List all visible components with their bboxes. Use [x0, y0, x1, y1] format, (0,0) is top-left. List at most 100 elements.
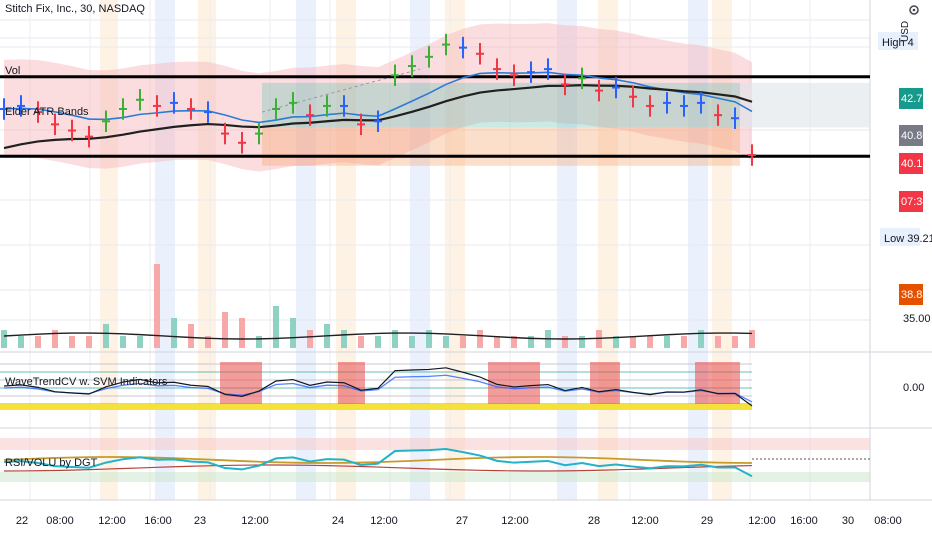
rsi-line	[3, 448, 753, 478]
volume-bar[interactable]	[1, 330, 7, 348]
price-badge-text: 40.80	[901, 130, 929, 142]
volume-bar[interactable]	[715, 336, 721, 348]
volume-bar[interactable]	[307, 330, 313, 348]
volume-bar[interactable]	[256, 336, 262, 348]
volume-bar[interactable]	[664, 336, 670, 348]
time-axis-label: 12:00	[241, 515, 269, 527]
rsi-oversold-zone	[0, 472, 870, 482]
price-axis-tick: 35.00	[903, 313, 931, 325]
gear-icon-hub	[912, 8, 916, 12]
volume-bar[interactable]	[528, 336, 534, 348]
currency-label[interactable]: USD	[900, 21, 911, 42]
price-badge[interactable]: 40.16	[899, 153, 929, 174]
time-axis-label: 12:00	[631, 515, 659, 527]
volume-bar[interactable]	[239, 318, 245, 348]
volume-bar[interactable]	[358, 336, 364, 348]
symbol-title[interactable]: Stitch Fix, Inc., 30, NASDAQ	[5, 3, 145, 15]
price-badge[interactable]: 40.80	[899, 125, 929, 146]
volume-bar[interactable]	[120, 336, 126, 348]
volume-bar[interactable]	[494, 336, 500, 348]
volume-bar[interactable]	[290, 318, 296, 348]
wavetrend-line	[3, 367, 753, 407]
time-axis-label: 12:00	[501, 515, 529, 527]
volume-bar[interactable]	[86, 336, 92, 348]
session-shade	[557, 0, 577, 500]
indicator-rsi-label[interactable]: RSI/VOLU by DGT	[5, 457, 98, 469]
volume-ma-line	[3, 332, 753, 340]
gear-icon-ring	[909, 5, 919, 15]
gear-icon[interactable]	[909, 5, 919, 15]
demand-zone	[262, 127, 740, 166]
time-axis-label: 23	[194, 515, 206, 527]
wavetrend-highlight	[220, 362, 262, 404]
volume-bar[interactable]	[188, 324, 194, 348]
time-axis-label: 16:00	[144, 515, 172, 527]
zone-extension	[740, 82, 870, 128]
wavetrend-highlight	[590, 362, 620, 404]
price-badge-bg	[899, 284, 923, 305]
wavetrend-axis-tick: 0.00	[903, 382, 924, 394]
volume-bar[interactable]	[613, 336, 619, 348]
time-axis-label: 08:00	[46, 515, 74, 527]
volume-bar[interactable]	[749, 330, 755, 348]
volume-bar[interactable]	[511, 336, 517, 348]
volume-bar[interactable]	[341, 330, 347, 348]
volume-bar[interactable]	[154, 264, 160, 348]
price-badge[interactable]: 07:34	[899, 191, 929, 212]
time-axis-label: 08:00	[874, 515, 902, 527]
volume-bar[interactable]	[375, 336, 381, 348]
time-axis-label: 30	[842, 515, 854, 527]
low-marker-bg	[880, 228, 920, 246]
volume-bar[interactable]	[392, 330, 398, 348]
time-axis-label: 22	[16, 515, 28, 527]
volume-bar[interactable]	[69, 336, 75, 348]
price-badge-bg	[899, 125, 923, 146]
volume-bar[interactable]	[460, 336, 466, 348]
volume-bar[interactable]	[222, 312, 228, 348]
session-shade	[410, 0, 430, 500]
volume-bar[interactable]	[647, 336, 653, 348]
volume-bar[interactable]	[630, 336, 636, 348]
price-badge-text: 38.85	[901, 289, 929, 301]
time-axis-label: 29	[701, 515, 713, 527]
indicator-wavetrend-label[interactable]: WaveTrendCV w. SVM Indicators	[5, 376, 168, 388]
volume-bar[interactable]	[137, 336, 143, 348]
volume-bar[interactable]	[103, 324, 109, 348]
wavetrend-highlight	[695, 362, 740, 404]
volume-bar[interactable]	[18, 336, 24, 348]
volume-bar[interactable]	[732, 336, 738, 348]
price-badge[interactable]: 38.85	[899, 284, 929, 305]
time-axis-label: 12:00	[748, 515, 776, 527]
price-badge-bg	[899, 153, 923, 174]
indicator-vol-label[interactable]: Vol	[5, 65, 20, 77]
volume-bar[interactable]	[477, 330, 483, 348]
session-shade	[100, 0, 118, 500]
price-badge[interactable]: 42.75	[899, 88, 929, 109]
low-marker[interactable]: Low 39.21	[880, 228, 932, 246]
volume-bar[interactable]	[205, 336, 211, 348]
price-badge-text: 42.75	[901, 93, 929, 105]
high-marker[interactable]: High 4	[878, 32, 918, 50]
volume-bar[interactable]	[426, 330, 432, 348]
volume-bar[interactable]	[273, 306, 279, 348]
volume-bar[interactable]	[52, 330, 58, 348]
indicator-elder-label[interactable]: Elder ATR Bands	[5, 106, 89, 118]
volume-bar[interactable]	[409, 336, 415, 348]
time-axis-label: 16:00	[790, 515, 818, 527]
volume-bar[interactable]	[681, 336, 687, 348]
price-badge-bg	[899, 191, 923, 212]
volume-bar[interactable]	[562, 336, 568, 348]
volume-bar[interactable]	[171, 318, 177, 348]
price-badge-bg	[899, 88, 923, 109]
time-axis-label: 12:00	[98, 515, 126, 527]
volume-bar[interactable]	[443, 336, 449, 348]
volume-bar[interactable]	[35, 336, 41, 348]
volume-bar[interactable]	[698, 330, 704, 348]
time-axis-label: 27	[456, 515, 468, 527]
low-marker-label: Low 39.21	[884, 233, 932, 245]
atr-band-cloud	[4, 23, 752, 172]
rsi-overbought-zone	[0, 438, 870, 450]
high-marker-bg	[878, 32, 918, 50]
volume-bar[interactable]	[579, 336, 585, 348]
